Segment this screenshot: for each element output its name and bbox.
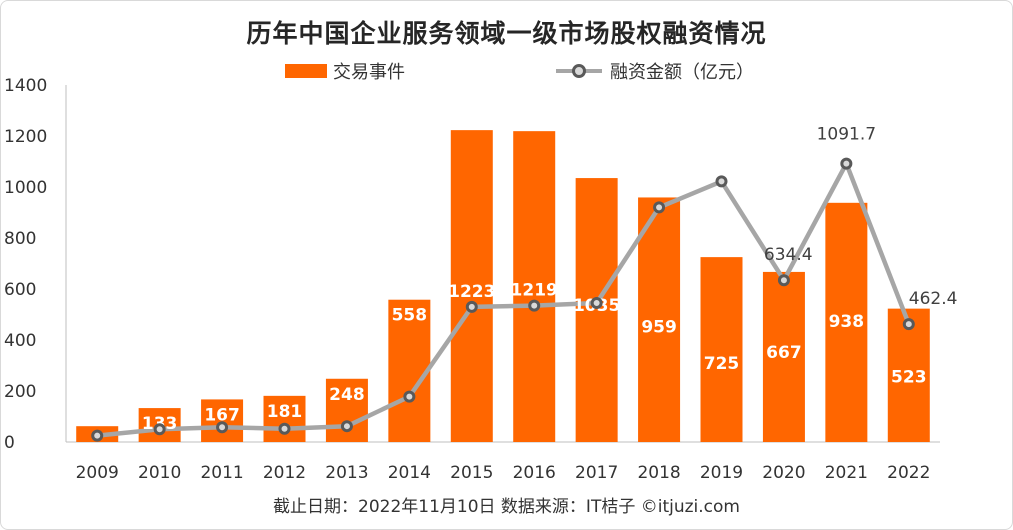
- y-tick-label: 400: [4, 331, 36, 351]
- source-footer: 截止日期：2022年11月10日 数据来源：IT桔子 ©itjuzi.com: [273, 497, 740, 517]
- bar: [450, 130, 493, 442]
- bar-value-label: 938: [829, 312, 865, 332]
- legend-label-bars: 交易事件: [333, 62, 405, 83]
- bar-value-label: 181: [267, 402, 303, 422]
- line-point: [777, 274, 790, 287]
- line-point: [153, 423, 166, 436]
- bar-value-label: 667: [766, 343, 802, 363]
- bar: [762, 271, 805, 442]
- x-tick-label: 2014: [388, 463, 431, 483]
- bar: [575, 178, 618, 442]
- line-value-label: 634.4: [764, 245, 813, 265]
- line-point: [278, 422, 291, 435]
- bar-value-label: 1223: [448, 282, 495, 302]
- bar-value-label: 959: [641, 317, 677, 337]
- line-point: [840, 157, 853, 170]
- bar-value-label: 248: [329, 385, 365, 405]
- line-point: [528, 299, 541, 312]
- x-tick-label: 2013: [325, 463, 368, 483]
- line-point: [91, 429, 104, 442]
- bar-value-label: 1219: [511, 281, 558, 301]
- line-point: [403, 390, 416, 403]
- line-value-label: 1091.7: [817, 125, 876, 145]
- x-tick-label: 2012: [263, 463, 306, 483]
- legend-label-line: 融资金额（亿元）: [610, 62, 754, 83]
- bar: [700, 257, 743, 442]
- line-point: [465, 300, 478, 313]
- bar-value-label: 558: [392, 306, 428, 326]
- legend-item-bars: 交易事件: [285, 58, 405, 84]
- x-tick-label: 2019: [700, 463, 743, 483]
- bar-value-label: 523: [891, 368, 927, 388]
- line-point: [216, 421, 229, 434]
- chart-title: 历年中国企业服务领域一级市场股权融资情况: [246, 19, 767, 48]
- line-point: [715, 175, 728, 188]
- bar: [887, 308, 930, 442]
- y-tick-label: 1200: [4, 127, 47, 147]
- legend-bar-swatch: [285, 64, 327, 78]
- bar: [638, 197, 681, 442]
- line-value-label: 462.4: [909, 289, 958, 309]
- bar: [201, 399, 244, 442]
- legend-item-line: 融资金额（亿元）: [556, 58, 754, 84]
- x-tick-label: 2017: [575, 463, 618, 483]
- y-tick-label: 0: [4, 433, 15, 453]
- bar: [388, 299, 431, 442]
- x-tick-label: 2011: [200, 463, 243, 483]
- x-tick-label: 2015: [450, 463, 493, 483]
- x-tick-label: 2022: [887, 463, 930, 483]
- bar-value-label: 725: [704, 354, 740, 374]
- bar-value-label: 167: [204, 405, 240, 425]
- line-point: [902, 318, 915, 331]
- x-tick-label: 2009: [76, 463, 119, 483]
- x-tick-label: 2018: [637, 463, 680, 483]
- x-tick-label: 2016: [513, 463, 556, 483]
- x-tick-label: 2020: [762, 463, 805, 483]
- line-point: [340, 420, 353, 433]
- x-tick-label: 2021: [825, 463, 868, 483]
- bar: [513, 131, 556, 442]
- line-point: [653, 201, 666, 214]
- legend: 交易事件 融资金额（亿元）: [0, 58, 1013, 84]
- y-tick-label: 800: [4, 229, 36, 249]
- bar: [825, 202, 868, 442]
- line-point: [590, 297, 603, 310]
- legend-line-swatch: [556, 64, 602, 78]
- line-series: [96, 161, 911, 438]
- y-tick-label: 600: [4, 280, 36, 300]
- y-tick-label: 1400: [4, 76, 47, 96]
- y-tick-label: 200: [4, 382, 36, 402]
- x-tick-label: 2010: [138, 463, 181, 483]
- y-tick-label: 1000: [4, 178, 47, 198]
